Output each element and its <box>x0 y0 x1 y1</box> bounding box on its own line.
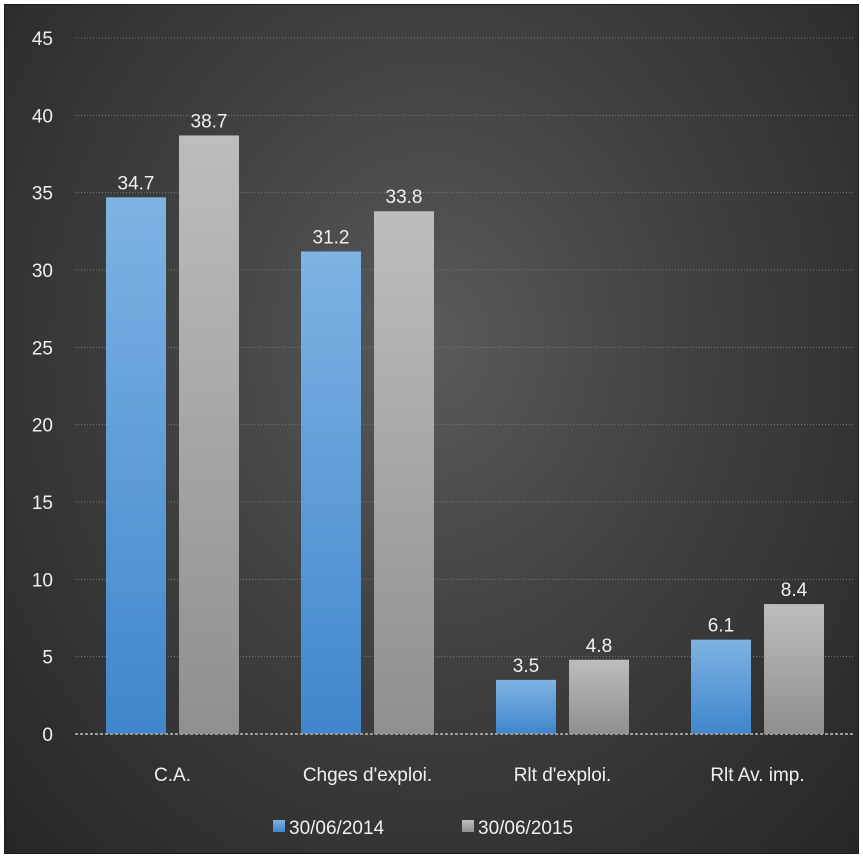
y-tick-label: 15 <box>32 493 53 514</box>
y-tick-label: 25 <box>32 338 53 359</box>
x-tick-label: Rlt Av. imp. <box>710 765 804 786</box>
bar-series-2015 <box>764 604 824 734</box>
data-label: 34.7 <box>118 173 155 194</box>
chart-area: 0 5 10 15 20 25 30 35 40 45 34.7 38.7 31.2 33.8 3.5 4.… <box>4 4 859 854</box>
y-tick-label: 5 <box>42 648 53 669</box>
bar-series-2014 <box>691 639 751 734</box>
data-label: 33.8 <box>386 187 423 208</box>
bar-series-2014 <box>496 679 556 734</box>
y-tick-label: 45 <box>32 29 53 50</box>
x-tick-label: Chges d'exploi. <box>303 765 432 786</box>
bar-series-2015 <box>569 659 629 734</box>
bar-series-2014 <box>106 197 166 735</box>
y-tick-label: 10 <box>32 570 53 591</box>
bars <box>106 135 824 735</box>
data-label: 4.8 <box>586 636 612 657</box>
legend-label: 30/06/2015 <box>478 818 573 839</box>
legend: 30/06/2014 30/06/2015 <box>273 818 573 839</box>
data-labels: 34.7 38.7 31.2 33.8 3.5 4.8 6.1 8.4 <box>118 111 808 676</box>
bar-series-2014 <box>301 251 361 734</box>
legend-swatch <box>273 820 285 832</box>
y-tick-label: 35 <box>32 184 53 205</box>
y-tick-label: 0 <box>42 725 53 746</box>
data-label: 6.1 <box>708 616 734 637</box>
y-tick-label: 20 <box>32 416 53 437</box>
data-label: 8.4 <box>781 580 808 601</box>
x-axis-ticks: C.A. Chges d'exploi. Rlt d'exploi. Rlt Av. … <box>154 765 805 786</box>
bar-series-2015 <box>374 211 434 734</box>
legend-label: 30/06/2014 <box>289 818 385 839</box>
y-tick-label: 30 <box>32 261 53 282</box>
y-axis-ticks: 0 5 10 15 20 25 30 35 40 45 <box>32 29 53 746</box>
legend-swatch <box>462 820 474 832</box>
data-label: 31.2 <box>313 227 350 248</box>
x-tick-label: C.A. <box>154 765 191 786</box>
data-label: 3.5 <box>513 656 539 677</box>
data-label: 38.7 <box>191 111 228 132</box>
bar-chart: 0 5 10 15 20 25 30 35 40 45 34.7 38.7 31.2 33.8 3.5 4.… <box>32 29 855 839</box>
y-tick-label: 40 <box>32 106 53 127</box>
bar-series-2015 <box>179 135 239 734</box>
x-tick-label: Rlt d'exploi. <box>514 765 612 786</box>
